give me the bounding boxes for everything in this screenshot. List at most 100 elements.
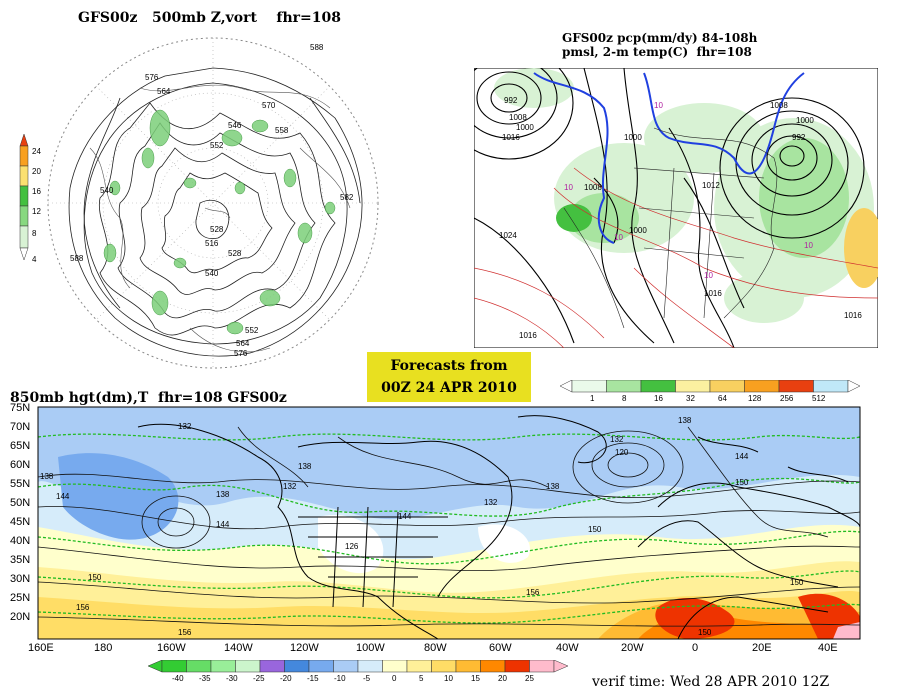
polar-vorticity-patches	[103, 109, 336, 335]
svg-text:570: 570	[262, 101, 276, 110]
polar-colorbar: 24 20 16 12 8 4	[19, 133, 41, 264]
svg-text:546: 546	[228, 121, 242, 130]
pcp-colorbar-cell	[675, 380, 711, 393]
svg-text:8: 8	[622, 394, 627, 403]
h850-coastlines	[137, 415, 861, 640]
pcp-panel-title-line2: pmsl, 2-m temp(C) fhr=108	[562, 45, 752, 59]
svg-text:558: 558	[275, 126, 289, 135]
pcp-colorbar: 1 8 16 32 64 128 256 512	[560, 380, 860, 403]
svg-text:1012: 1012	[702, 181, 720, 190]
svg-text:1000: 1000	[516, 123, 534, 132]
verif-time: verif time: Wed 28 APR 2010 12Z	[592, 674, 830, 690]
svg-text:1000: 1000	[629, 226, 647, 235]
svg-text:10: 10	[804, 241, 813, 250]
svg-text:150: 150	[790, 578, 804, 587]
svg-text:16: 16	[654, 394, 663, 403]
svg-text:126: 126	[345, 542, 359, 551]
svg-text:12: 12	[32, 207, 41, 216]
pcp-coastlines	[563, 127, 778, 329]
h850-colorbar-cell	[284, 660, 310, 673]
forecast-from-box: Forecasts from 00Z 24 APR 2010	[367, 352, 531, 402]
svg-text:150: 150	[588, 525, 602, 534]
svg-text:1008: 1008	[509, 113, 527, 122]
h850-colorbar-cell	[357, 660, 383, 673]
h850-colorbar-cell	[480, 660, 506, 673]
h850-height-contours	[37, 426, 861, 627]
svg-text:156: 156	[178, 628, 192, 637]
svg-text:1016: 1016	[704, 289, 722, 298]
svg-text:138: 138	[216, 490, 230, 499]
svg-text:144: 144	[216, 520, 230, 529]
polar-500mb-map: 588 576 564 552 540 528 516 528 540 552 …	[47, 37, 379, 369]
pcp-pmsl-map: 992 1008 1000 1016 1024 1008 1000 1012 9…	[474, 68, 878, 348]
svg-text:992: 992	[792, 133, 806, 142]
h850-colorbar-cell	[161, 660, 187, 673]
svg-text:156: 156	[76, 603, 90, 612]
svg-text:1016: 1016	[519, 331, 537, 340]
svg-text:992: 992	[504, 96, 518, 105]
svg-text:-30: -30	[226, 674, 238, 683]
svg-text:-5: -5	[363, 674, 371, 683]
pcp-colorbar-cell	[778, 380, 814, 393]
svg-text:25: 25	[525, 674, 534, 683]
svg-text:1000: 1000	[796, 116, 814, 125]
svg-text:1016: 1016	[844, 311, 862, 320]
svg-text:10: 10	[654, 101, 663, 110]
pcp-temp-labels: 10 10 10 10 10	[564, 101, 813, 280]
svg-text:144: 144	[56, 492, 70, 501]
svg-text:528: 528	[228, 249, 242, 258]
svg-text:10: 10	[444, 674, 453, 683]
polar-boundary	[47, 37, 379, 369]
svg-text:15: 15	[471, 674, 480, 683]
svg-text:1016: 1016	[502, 133, 520, 142]
svg-text:564: 564	[236, 339, 250, 348]
svg-text:150: 150	[88, 573, 102, 582]
svg-text:150: 150	[698, 628, 712, 637]
svg-text:144: 144	[398, 512, 412, 521]
svg-text:-20: -20	[280, 674, 292, 683]
svg-text:1000: 1000	[624, 133, 642, 142]
h850-height-labels: 132 138 144 138 132 138 144 150 156 126 …	[40, 416, 804, 637]
h850-colorbar-cell	[333, 660, 359, 673]
svg-text:-10: -10	[334, 674, 346, 683]
svg-text:132: 132	[610, 435, 624, 444]
h850-colorbar-cell	[455, 660, 481, 673]
svg-text:1: 1	[590, 394, 595, 403]
svg-text:10: 10	[614, 233, 623, 242]
svg-text:-15: -15	[307, 674, 319, 683]
pcp-freezing-line	[533, 72, 805, 244]
h850-colorbar-cell	[308, 660, 334, 673]
h850-colorbar-cell	[210, 660, 236, 673]
h850-colorbar-cell	[431, 660, 457, 673]
svg-text:5: 5	[419, 674, 424, 683]
svg-text:588: 588	[70, 254, 84, 263]
pcp-colorbar-cell	[640, 380, 676, 393]
svg-text:138: 138	[678, 416, 692, 425]
svg-text:10: 10	[564, 183, 573, 192]
svg-text:-40: -40	[172, 674, 184, 683]
h850-colorbar-labels: -40 -35 -30 -25 -20 -15 -10 -5 0 5 10 15…	[172, 674, 534, 683]
pcp-colorbar-cell	[709, 380, 745, 393]
svg-text:132: 132	[178, 422, 192, 431]
svg-text:20: 20	[32, 167, 41, 176]
svg-text:528: 528	[210, 225, 224, 234]
pcp-colorbar-labels: 1 8 16 32 64 128 256 512	[590, 394, 826, 403]
pcp-colorbar-cell	[744, 380, 780, 393]
polar-coastlines	[89, 84, 351, 353]
h850-colorbar-cell	[382, 660, 408, 673]
pcp-pressure-labels: 992 1008 1000 1016 1024 1008 1000 1012 9…	[499, 96, 862, 340]
svg-text:138: 138	[546, 482, 560, 491]
svg-text:132: 132	[283, 482, 297, 491]
svg-text:552: 552	[245, 326, 259, 335]
polar-panel-title: GFS00z 500mb Z,vort fhr=108	[78, 10, 341, 26]
svg-text:552: 552	[210, 141, 224, 150]
svg-text:138: 138	[40, 472, 54, 481]
h850-colorbar-cell	[259, 660, 285, 673]
svg-text:24: 24	[32, 147, 41, 156]
svg-text:32: 32	[686, 394, 695, 403]
svg-text:1008: 1008	[584, 183, 602, 192]
svg-text:144: 144	[735, 452, 749, 461]
svg-text:-25: -25	[253, 674, 265, 683]
svg-text:-35: -35	[199, 674, 211, 683]
svg-text:256: 256	[780, 394, 794, 403]
